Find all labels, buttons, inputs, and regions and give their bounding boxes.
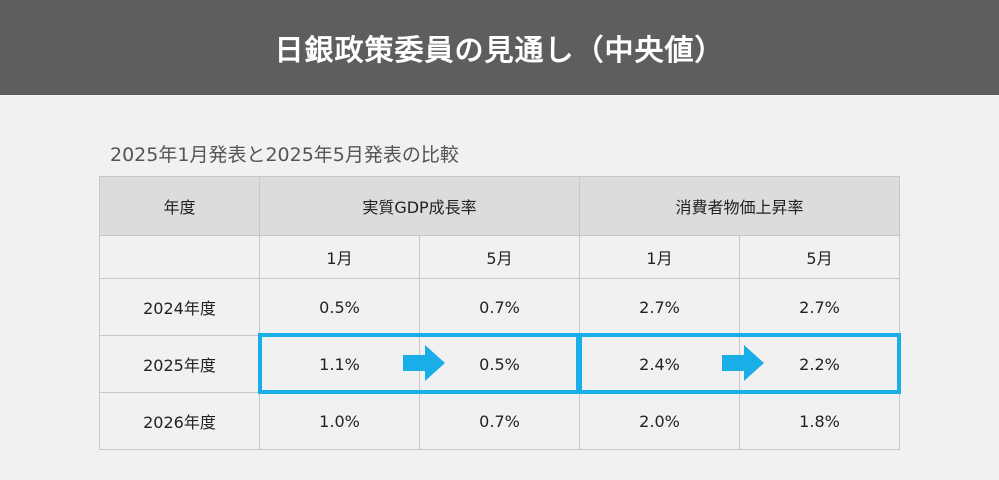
right-arrow-icon — [403, 345, 445, 381]
gdp-jan-value: 0.5% — [259, 278, 420, 336]
subheader-empty — [99, 235, 260, 279]
gdp-may-value: 0.7% — [419, 392, 580, 450]
gdp-jan-value: 1.0% — [259, 392, 420, 450]
cpi-may-value: 2.2% — [738, 335, 901, 393]
subheader-cpi-jan: 1月 — [579, 235, 740, 279]
table-subheader-row: 1月 5月 1月 5月 — [99, 235, 901, 279]
cpi-jan-value: 2.0% — [579, 392, 740, 450]
cpi-may-value: 1.8% — [738, 392, 901, 450]
cpi-change-highlight — [578, 333, 901, 394]
row-year: 2024年度 — [99, 278, 260, 336]
header-year: 年度 — [99, 176, 260, 236]
header-bar: 日銀政策委員の見通し（中央値） — [0, 0, 999, 95]
cpi-may-value: 2.7% — [738, 278, 901, 336]
subheader-cpi-may: 5月 — [738, 235, 901, 279]
forecast-table: 年度 実質GDP成長率 消費者物価上昇率 1月 5月 1月 5月 2024年度 … — [99, 176, 901, 450]
header-cpi: 消費者物価上昇率 — [578, 176, 901, 236]
table-row: 2025年度 1.1% 0.5% 2.4% 2.2% — [99, 335, 901, 393]
subheader-gdp-may: 5月 — [419, 235, 580, 279]
row-year: 2026年度 — [99, 392, 260, 450]
subheader-gdp-jan: 1月 — [259, 235, 420, 279]
row-year: 2025年度 — [99, 335, 260, 393]
right-arrow-icon — [722, 345, 764, 381]
table-row: 2026年度 1.0% 0.7% 2.0% 1.8% — [99, 392, 901, 450]
cpi-jan-value: 2.7% — [579, 278, 740, 336]
table-header-row: 年度 実質GDP成長率 消費者物価上昇率 — [99, 176, 901, 236]
gdp-may-value: 0.7% — [419, 278, 580, 336]
table-caption: 2025年1月発表と2025年5月発表の比較 — [110, 144, 459, 166]
table-row: 2024年度 0.5% 0.7% 2.7% 2.7% — [99, 278, 901, 336]
page-title: 日銀政策委員の見通し（中央値） — [274, 32, 725, 67]
header-gdp: 実質GDP成長率 — [259, 176, 580, 236]
